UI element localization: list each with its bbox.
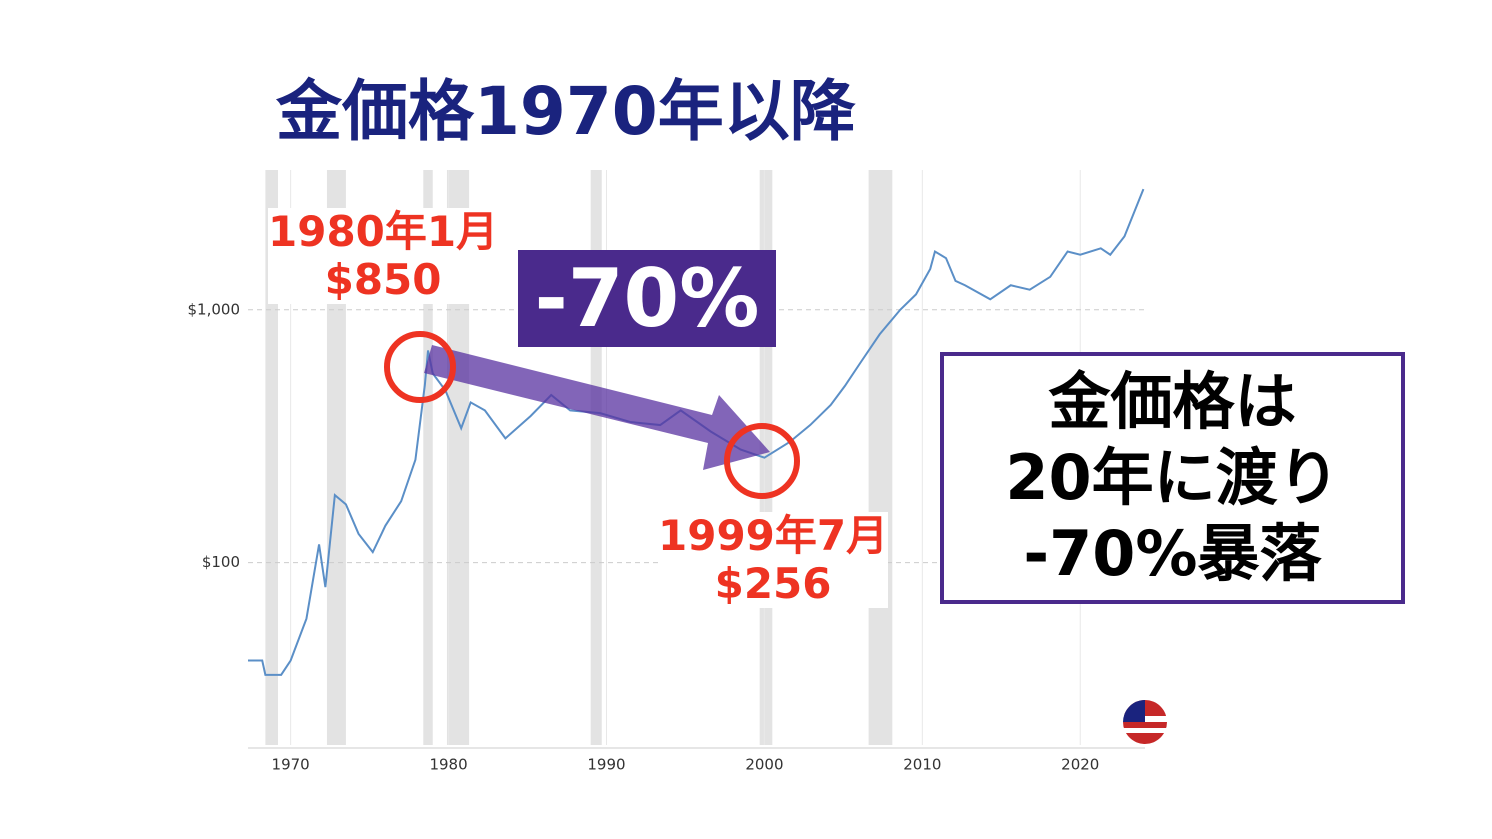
x-tick-label: 2020	[1061, 756, 1099, 774]
x-tick-label: 2000	[745, 756, 783, 774]
summary-line: 20年に渡り	[1005, 441, 1340, 514]
summary-line: 金価格は	[1048, 365, 1297, 438]
logo	[1120, 690, 1306, 750]
summary-box: 金価格は 20年に渡り -70%暴落	[940, 352, 1405, 604]
shaded-period	[423, 170, 433, 745]
peak-price: $850	[324, 255, 442, 304]
arrow	[424, 345, 770, 470]
highlight-circle	[384, 331, 456, 403]
shaded-period	[868, 170, 893, 745]
shaded-period	[326, 170, 346, 745]
trough-price: $256	[714, 559, 832, 608]
x-tick-label: 1990	[587, 756, 625, 774]
x-tick-label: 1970	[272, 756, 310, 774]
shaded-period	[446, 170, 470, 745]
title: 金価格1970年以降	[276, 73, 856, 150]
drop-badge: -70%	[518, 250, 776, 347]
trough-label: 1999年7月 $256	[658, 511, 889, 608]
peak-label: 1980年1月 $850	[268, 207, 499, 304]
trough-date: 1999年7月	[658, 511, 889, 560]
highlight-circle	[724, 423, 800, 499]
peak-date: 1980年1月	[268, 207, 499, 256]
x-tick-label: 1980	[429, 756, 467, 774]
y-tick-label: $1,000	[188, 300, 241, 318]
x-tick-label: 2010	[903, 756, 941, 774]
summary-line: -70%暴落	[1023, 517, 1322, 590]
shaded-period	[590, 170, 602, 745]
y-tick-label: $100	[202, 553, 240, 571]
logo-flag	[1123, 700, 1167, 744]
shaded-period	[265, 170, 279, 745]
